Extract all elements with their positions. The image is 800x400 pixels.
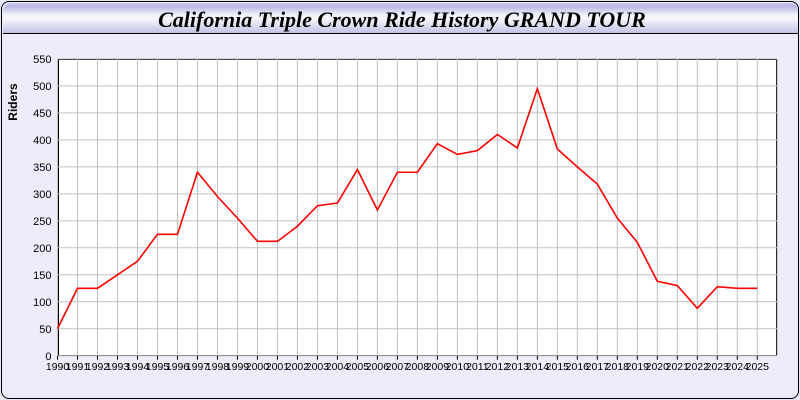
svg-text:250: 250 bbox=[33, 216, 51, 228]
svg-text:150: 150 bbox=[33, 270, 51, 282]
svg-text:100: 100 bbox=[33, 297, 51, 309]
svg-text:350: 350 bbox=[33, 162, 51, 174]
svg-text:450: 450 bbox=[33, 108, 51, 120]
svg-text:200: 200 bbox=[33, 243, 51, 255]
svg-text:400: 400 bbox=[33, 135, 51, 147]
svg-text:50: 50 bbox=[39, 324, 51, 336]
svg-text:300: 300 bbox=[33, 189, 51, 201]
svg-text:2025: 2025 bbox=[746, 361, 770, 373]
svg-text:500: 500 bbox=[33, 81, 51, 93]
svg-text:550: 550 bbox=[33, 54, 51, 66]
